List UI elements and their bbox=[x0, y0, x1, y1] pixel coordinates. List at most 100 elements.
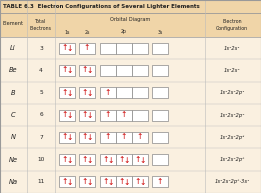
Text: ↓: ↓ bbox=[66, 111, 72, 120]
Bar bbox=[116, 109, 132, 120]
Text: ↓: ↓ bbox=[86, 178, 92, 187]
Text: ↓: ↓ bbox=[66, 66, 72, 75]
Text: ↑: ↑ bbox=[62, 155, 68, 164]
Bar bbox=[116, 65, 132, 76]
Text: ↑: ↑ bbox=[82, 88, 88, 97]
Bar bbox=[132, 65, 148, 76]
Text: 10: 10 bbox=[37, 157, 45, 162]
Text: ↑: ↑ bbox=[84, 43, 90, 52]
Text: ↓: ↓ bbox=[123, 178, 129, 187]
Text: ↓: ↓ bbox=[86, 89, 92, 98]
Text: ↑: ↑ bbox=[121, 110, 127, 119]
Bar bbox=[116, 176, 132, 187]
Bar bbox=[59, 109, 75, 120]
Text: ↑: ↑ bbox=[62, 177, 68, 186]
Bar bbox=[152, 65, 168, 76]
Text: Orbital Diagram: Orbital Diagram bbox=[110, 17, 150, 22]
Text: ↑: ↑ bbox=[121, 132, 127, 141]
Text: 1s: 1s bbox=[64, 30, 70, 35]
Bar bbox=[100, 65, 116, 76]
Bar bbox=[100, 176, 116, 187]
Text: ↓: ↓ bbox=[123, 156, 129, 165]
Bar bbox=[152, 132, 168, 143]
Text: ↓: ↓ bbox=[107, 178, 113, 187]
Bar bbox=[59, 87, 75, 98]
Bar bbox=[0, 13, 261, 37]
Text: 2p: 2p bbox=[121, 30, 127, 35]
Bar bbox=[132, 176, 148, 187]
Text: ↑: ↑ bbox=[103, 177, 109, 186]
Text: Ne: Ne bbox=[8, 157, 17, 163]
Text: ↑: ↑ bbox=[135, 177, 141, 186]
Text: ↑: ↑ bbox=[103, 155, 109, 164]
Text: C: C bbox=[11, 112, 15, 118]
Text: ↓: ↓ bbox=[86, 133, 92, 142]
Bar bbox=[79, 109, 95, 120]
Text: ↓: ↓ bbox=[66, 89, 72, 98]
Bar bbox=[100, 109, 116, 120]
Text: ↑: ↑ bbox=[62, 43, 68, 52]
Text: ↑: ↑ bbox=[82, 132, 88, 141]
Bar bbox=[152, 43, 168, 54]
Text: 1s²2s¹: 1s²2s¹ bbox=[224, 46, 240, 51]
Bar bbox=[132, 87, 148, 98]
Text: ↑: ↑ bbox=[105, 132, 111, 141]
Bar bbox=[116, 87, 132, 98]
Text: ↓: ↓ bbox=[86, 156, 92, 165]
Text: N: N bbox=[10, 134, 15, 140]
Text: ↓: ↓ bbox=[66, 156, 72, 165]
Text: Total
Electrons: Total Electrons bbox=[30, 19, 52, 31]
Text: ↓: ↓ bbox=[66, 133, 72, 142]
Text: ↓: ↓ bbox=[66, 178, 72, 187]
Text: ↑: ↑ bbox=[82, 65, 88, 74]
Text: ↓: ↓ bbox=[86, 111, 92, 120]
Bar bbox=[116, 132, 132, 143]
Text: ↑: ↑ bbox=[105, 88, 111, 97]
Bar bbox=[100, 154, 116, 165]
Bar bbox=[79, 176, 95, 187]
Bar bbox=[59, 132, 75, 143]
Text: ↑: ↑ bbox=[105, 110, 111, 119]
Bar bbox=[59, 65, 75, 76]
Bar bbox=[152, 176, 168, 187]
Text: ↓: ↓ bbox=[86, 66, 92, 75]
Text: 5: 5 bbox=[39, 90, 43, 95]
Text: 1s²2s²2p²: 1s²2s²2p² bbox=[219, 113, 245, 118]
Text: ↑: ↑ bbox=[137, 132, 143, 141]
Text: 1s²2s²: 1s²2s² bbox=[224, 68, 240, 73]
Text: ↑: ↑ bbox=[135, 155, 141, 164]
Text: Li: Li bbox=[10, 45, 16, 51]
Text: 3s: 3s bbox=[157, 30, 163, 35]
Bar bbox=[116, 43, 132, 54]
Text: Na: Na bbox=[9, 179, 17, 185]
Bar bbox=[152, 87, 168, 98]
Text: 1s²2s²2p⁶: 1s²2s²2p⁶ bbox=[219, 157, 245, 162]
Bar bbox=[132, 109, 148, 120]
Text: ↑: ↑ bbox=[82, 155, 88, 164]
Text: ↑: ↑ bbox=[118, 155, 125, 164]
Text: 7: 7 bbox=[39, 135, 43, 140]
Text: ↑: ↑ bbox=[118, 177, 125, 186]
Text: 3: 3 bbox=[39, 46, 43, 51]
Text: 6: 6 bbox=[39, 113, 43, 118]
Bar bbox=[100, 43, 116, 54]
Bar bbox=[79, 43, 95, 54]
Text: ↓: ↓ bbox=[139, 178, 145, 187]
Text: Electron
Configuration: Electron Configuration bbox=[216, 19, 248, 31]
Bar bbox=[59, 176, 75, 187]
Bar bbox=[152, 154, 168, 165]
Text: B: B bbox=[11, 90, 15, 96]
Text: 1s²2s²2p⁶⋅3s¹: 1s²2s²2p⁶⋅3s¹ bbox=[214, 179, 250, 184]
Text: ↑: ↑ bbox=[62, 88, 68, 97]
Text: ↑: ↑ bbox=[82, 110, 88, 119]
Bar bbox=[132, 154, 148, 165]
Bar bbox=[100, 132, 116, 143]
Text: ↑: ↑ bbox=[82, 177, 88, 186]
Bar bbox=[59, 43, 75, 54]
Bar bbox=[100, 87, 116, 98]
Text: ↑: ↑ bbox=[62, 132, 68, 141]
Bar bbox=[132, 132, 148, 143]
Bar bbox=[0, 0, 261, 13]
Text: ↑: ↑ bbox=[62, 110, 68, 119]
Bar bbox=[116, 154, 132, 165]
